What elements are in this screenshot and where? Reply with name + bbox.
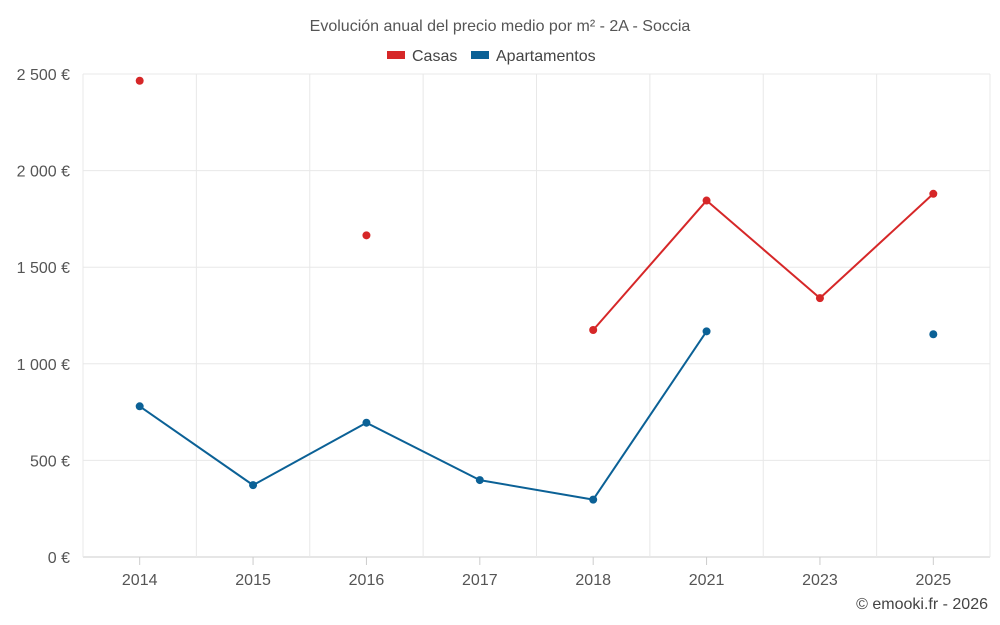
data-point[interactable] — [362, 418, 371, 427]
data-point[interactable] — [475, 476, 484, 485]
series-line-segment — [479, 479, 594, 501]
grid — [82, 73, 991, 558]
x-tick-label: 2023 — [802, 572, 838, 589]
x-tick-label: 2014 — [122, 572, 158, 589]
data-point[interactable] — [589, 495, 598, 504]
data-point[interactable] — [362, 231, 371, 240]
x-tick-label: 2025 — [916, 572, 952, 589]
series-line-segment — [365, 421, 481, 481]
legend: Casas Apartamentos — [387, 48, 596, 65]
y-tick-label: 2 500 € — [17, 67, 70, 84]
series-line-segment — [592, 330, 708, 501]
series-casas — [135, 76, 938, 334]
x-axis: 2014 2015 2016 2017 2018 2021 2023 2025 — [122, 557, 951, 589]
data-point[interactable] — [702, 327, 711, 336]
legend-swatch-casas — [387, 51, 405, 59]
legend-label-apartamentos[interactable]: Apartamentos — [496, 48, 596, 65]
legend-swatch-apartamentos — [471, 51, 489, 59]
data-point[interactable] — [929, 189, 938, 198]
y-tick-label: 1 500 € — [17, 260, 70, 277]
series-line-segment — [705, 199, 821, 299]
series-line-segment — [819, 193, 934, 299]
series-line-segment — [592, 199, 708, 331]
y-axis: 0 € 500 € 1 000 € 1 500 € 2 000 € 2 500 € — [17, 67, 70, 567]
x-tick-label: 2018 — [575, 572, 611, 589]
y-tick-label: 2 000 € — [17, 164, 70, 181]
x-tick-label: 2015 — [235, 572, 271, 589]
data-point[interactable] — [135, 76, 144, 85]
data-point[interactable] — [702, 196, 711, 205]
x-tick-label: 2021 — [689, 572, 725, 589]
data-point[interactable] — [249, 481, 258, 490]
data-point[interactable] — [929, 330, 938, 339]
y-tick-label: 0 € — [48, 550, 70, 567]
series-apartamentos — [135, 327, 938, 504]
x-tick-label: 2017 — [462, 572, 498, 589]
y-tick-label: 500 € — [30, 453, 70, 470]
data-point[interactable] — [589, 325, 598, 334]
x-tick-label: 2016 — [349, 572, 385, 589]
data-point[interactable] — [815, 294, 824, 303]
series-line-segment — [139, 405, 254, 486]
series-layer — [135, 76, 938, 504]
credit-text: © emooki.fr - 2026 — [856, 596, 988, 613]
y-tick-label: 1 000 € — [17, 357, 70, 374]
chart-title: Evolución anual del precio medio por m² … — [310, 18, 691, 35]
legend-label-casas[interactable]: Casas — [412, 48, 457, 65]
series-line-segment — [252, 421, 367, 487]
data-point[interactable] — [135, 402, 144, 411]
